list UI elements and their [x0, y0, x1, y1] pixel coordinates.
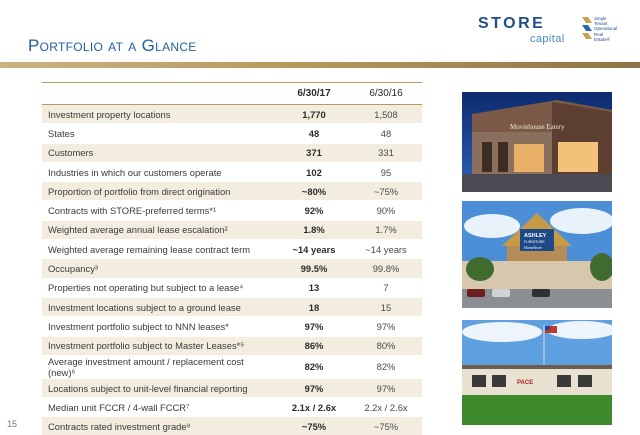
row-value-prior: 15	[350, 297, 422, 318]
table-header-row: 6/30/17 6/30/16	[42, 82, 422, 105]
row-label: Contracts with STORE-preferred terms*¹	[42, 200, 278, 221]
row-value-current: 99.5%	[278, 258, 350, 279]
row-label: Investment portfolio subject to Master L…	[42, 336, 278, 356]
table-row: Occupancy³ 99.5% 99.8%	[42, 258, 422, 279]
row-value-prior: 2.2x / 2.6x	[350, 397, 422, 418]
page-number: 15	[7, 419, 18, 429]
row-value-current: ~80%	[278, 181, 350, 202]
row-value-prior: 1.7%	[350, 220, 422, 241]
store-capital-logo: STORE capital Single Tenant Operational …	[478, 13, 628, 51]
table-row: Weighted average annual lease escalation…	[42, 220, 422, 241]
table-row: Investment property locations 1,770 1,508	[42, 104, 422, 125]
row-label: Investment portfolio subject to NNN leas…	[42, 316, 278, 337]
row-label: Investment property locations	[42, 104, 278, 125]
column-header-current: 6/30/17	[278, 82, 350, 105]
row-value-prior: 1,508	[350, 104, 422, 125]
row-value-current: 102	[278, 162, 350, 183]
row-value-prior: 95	[350, 162, 422, 183]
logo-wordmark: STORE	[478, 15, 546, 32]
column-header-prior: 6/30/16	[350, 82, 422, 105]
table-row: Investment portfolio subject to Master L…	[42, 336, 422, 356]
photo-pace-facility: PACE	[462, 320, 612, 425]
row-value-current: ~75%	[278, 416, 350, 435]
ashley-sign-line2: FURNITURE	[524, 240, 545, 244]
row-value-current: 97%	[278, 316, 350, 337]
row-value-prior: 7	[350, 278, 422, 298]
table-row: Locations subject to unit-level financia…	[42, 378, 422, 399]
row-value-current: ~14 years	[278, 239, 350, 260]
table-row: Contracts rated investment grade⁸ ~75% ~75…	[42, 416, 422, 435]
page-title: Portfolio at a Glance	[28, 36, 197, 55]
table-row: Average investment amount / replacement …	[42, 355, 422, 379]
row-value-current: 86%	[278, 336, 350, 356]
row-value-prior: 48	[350, 123, 422, 144]
table-row: Weighted average remaining lease contrac…	[42, 239, 422, 260]
row-value-prior: 331	[350, 143, 422, 163]
row-value-prior: ~75%	[350, 181, 422, 202]
table-row: Properties not operating but subject to …	[42, 278, 422, 298]
moviehouse-sign: Moviehouse Eatery	[510, 123, 565, 131]
title-divider	[0, 62, 640, 68]
row-label: Investment locations subject to a ground…	[42, 297, 278, 318]
row-label: Contracts rated investment grade⁸	[42, 416, 278, 435]
row-value-current: 18	[278, 297, 350, 318]
ashley-sign-line3: HomeStore	[523, 245, 542, 250]
table-row: States 48 48	[42, 123, 422, 144]
logo-chevron-icon	[582, 17, 592, 39]
row-value-current: 48	[278, 123, 350, 144]
row-label: Proportion of portfolio from direct orig…	[42, 181, 278, 202]
row-value-prior: 80%	[350, 336, 422, 356]
row-value-current: 1.8%	[278, 220, 350, 241]
row-label: Industries in which our customers operat…	[42, 162, 278, 183]
table-row: Proportion of portfolio from direct orig…	[42, 181, 422, 202]
row-value-prior: ~75%	[350, 416, 422, 435]
photo-ashley-furniture: ASHLEY FURNITURE HomeStore	[462, 201, 612, 308]
table-body: Investment property locations 1,770 1,508 S…	[42, 104, 422, 435]
table-row: Industries in which our customers operat…	[42, 162, 422, 183]
row-value-prior: 90%	[350, 200, 422, 221]
row-label: States	[42, 123, 278, 144]
row-value-prior: 97%	[350, 316, 422, 337]
table-row: Median unit FCCR / 4-wall FCCR⁷ 2.1x / 2.…	[42, 397, 422, 418]
row-label: Average investment amount / replacement …	[42, 355, 278, 379]
row-value-current: 371	[278, 143, 350, 163]
row-label: Weighted average annual lease escalation…	[42, 220, 278, 241]
table-row: Investment locations subject to a ground…	[42, 297, 422, 318]
row-label: Median unit FCCR / 4-wall FCCR⁷	[42, 397, 278, 418]
ashley-sign-line1: ASHLEY	[524, 233, 547, 239]
row-label: Customers	[42, 143, 278, 163]
row-value-current: 1,770	[278, 104, 350, 125]
portfolio-table: 6/30/17 6/30/16 Investment property loca…	[42, 82, 422, 435]
row-label: Weighted average remaining lease contrac…	[42, 239, 278, 260]
row-value-prior: 97%	[350, 378, 422, 399]
row-label: Properties not operating but subject to …	[42, 278, 278, 298]
table-row: Investment portfolio subject to NNN leas…	[42, 316, 422, 337]
photo-moviehouse-eatery: Moviehouse Eatery	[462, 92, 612, 192]
row-value-current: 13	[278, 278, 350, 298]
row-value-current: 2.1x / 2.6x	[278, 397, 350, 418]
column-header-label	[42, 82, 278, 105]
row-value-current: 97%	[278, 378, 350, 399]
row-label: Locations subject to unit-level financia…	[42, 378, 278, 399]
logo-tagline: Single Tenant Operational Real Estate®	[594, 16, 618, 42]
row-value-prior: 99.8%	[350, 258, 422, 279]
row-value-prior: 82%	[350, 355, 422, 379]
table-row: Customers 371 331	[42, 143, 422, 163]
logo-subtext: capital	[530, 33, 565, 45]
row-value-current: 82%	[278, 355, 350, 379]
row-value-current: 92%	[278, 200, 350, 221]
pace-sign: PACE	[517, 380, 533, 386]
row-value-prior: ~14 years	[350, 239, 422, 260]
table-row: Contracts with STORE-preferred terms*¹ 92…	[42, 200, 422, 221]
row-label: Occupancy³	[42, 258, 278, 279]
